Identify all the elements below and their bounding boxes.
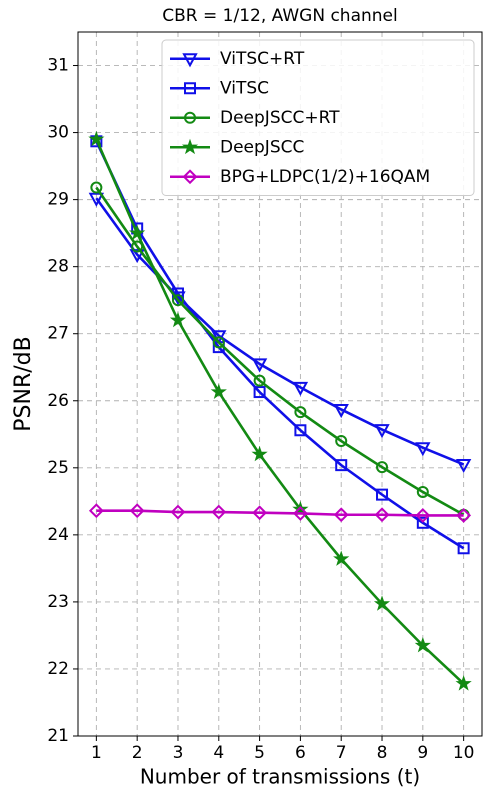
- y-tick-label: 25: [47, 458, 69, 478]
- y-tick-label: 29: [47, 190, 69, 210]
- marker: [181, 138, 199, 155]
- marker: [333, 550, 350, 566]
- marker: [253, 386, 266, 399]
- marker: [457, 542, 470, 555]
- marker: [129, 224, 146, 241]
- marker: [456, 507, 472, 523]
- legend-box: [161, 39, 475, 196]
- marker: [292, 381, 309, 396]
- marker: [252, 505, 268, 521]
- marker: [169, 311, 187, 328]
- x-tick-label: 5: [254, 743, 265, 763]
- marker: [90, 181, 103, 194]
- chart-title: CBR = 1/12, AWGN channel: [162, 6, 397, 26]
- legend-label: ViTSC: [220, 78, 269, 98]
- series: [88, 192, 472, 474]
- marker: [182, 53, 198, 68]
- series-line: [95, 197, 465, 466]
- series-line: [95, 186, 465, 516]
- y-tick-label: 30: [47, 123, 69, 143]
- y-tick-label: 22: [47, 659, 69, 679]
- series-line: [95, 140, 465, 550]
- marker: [171, 294, 184, 307]
- marker: [455, 458, 472, 474]
- marker: [414, 636, 431, 653]
- marker: [253, 374, 266, 387]
- marker: [251, 358, 268, 373]
- x-tick-label: 4: [213, 743, 224, 763]
- y-tick-label: 23: [47, 592, 69, 612]
- legend-label: DeepJSCC: [220, 137, 304, 157]
- x-tick-label: 2: [132, 743, 143, 763]
- marker: [415, 442, 431, 457]
- x-tick-label: 7: [336, 743, 347, 763]
- marker: [294, 406, 307, 419]
- x-tick-label: 1: [91, 743, 102, 763]
- x-tick-label: 8: [377, 743, 388, 763]
- x-axis-label: Number of transmissions (t): [140, 765, 420, 789]
- series-line: [96, 509, 464, 517]
- series: [88, 503, 472, 523]
- marker: [210, 383, 227, 399]
- marker: [416, 516, 429, 529]
- marker: [376, 461, 389, 474]
- marker: [374, 507, 390, 523]
- y-axis-label: PSNR/dB: [11, 336, 36, 431]
- x-tick-label: 9: [417, 743, 428, 763]
- marker: [416, 485, 429, 498]
- x-tick-label: 6: [295, 743, 306, 763]
- series-line: [95, 138, 465, 685]
- legend-label: DeepJSCC+RT: [220, 108, 340, 128]
- marker: [455, 675, 472, 691]
- series: [90, 181, 470, 521]
- y-tick-label: 27: [47, 324, 69, 344]
- marker: [374, 424, 390, 439]
- marker: [335, 459, 348, 472]
- marker: [184, 111, 196, 124]
- marker: [333, 507, 349, 523]
- marker: [211, 504, 227, 520]
- marker: [129, 249, 145, 264]
- marker: [88, 192, 105, 207]
- marker: [415, 507, 431, 523]
- marker: [170, 504, 186, 520]
- y-tick-label: 26: [47, 391, 69, 411]
- y-tick-label: 21: [47, 726, 69, 746]
- marker: [184, 82, 196, 95]
- y-tick-label: 24: [47, 525, 69, 545]
- marker: [376, 488, 389, 501]
- marker: [88, 503, 104, 519]
- marker: [129, 503, 145, 519]
- marker: [88, 130, 105, 147]
- marker: [251, 445, 268, 462]
- y-tick-label: 28: [47, 257, 69, 277]
- series: [88, 130, 472, 691]
- x-tick-label: 10: [453, 743, 475, 763]
- y-tick-label: 31: [47, 56, 69, 76]
- legend-label: BPG+LDPC(1/2)+16QAM: [220, 167, 430, 187]
- marker: [333, 403, 349, 419]
- marker: [292, 505, 308, 521]
- marker: [212, 336, 225, 349]
- x-tick-label: 3: [173, 743, 184, 763]
- marker: [211, 330, 227, 345]
- marker: [182, 169, 198, 185]
- plot-frame: [77, 31, 483, 737]
- series: [90, 135, 470, 555]
- marker: [294, 424, 307, 437]
- legend-label: ViTSC+RT: [220, 49, 305, 69]
- marker: [335, 434, 348, 447]
- marker: [373, 595, 391, 611]
